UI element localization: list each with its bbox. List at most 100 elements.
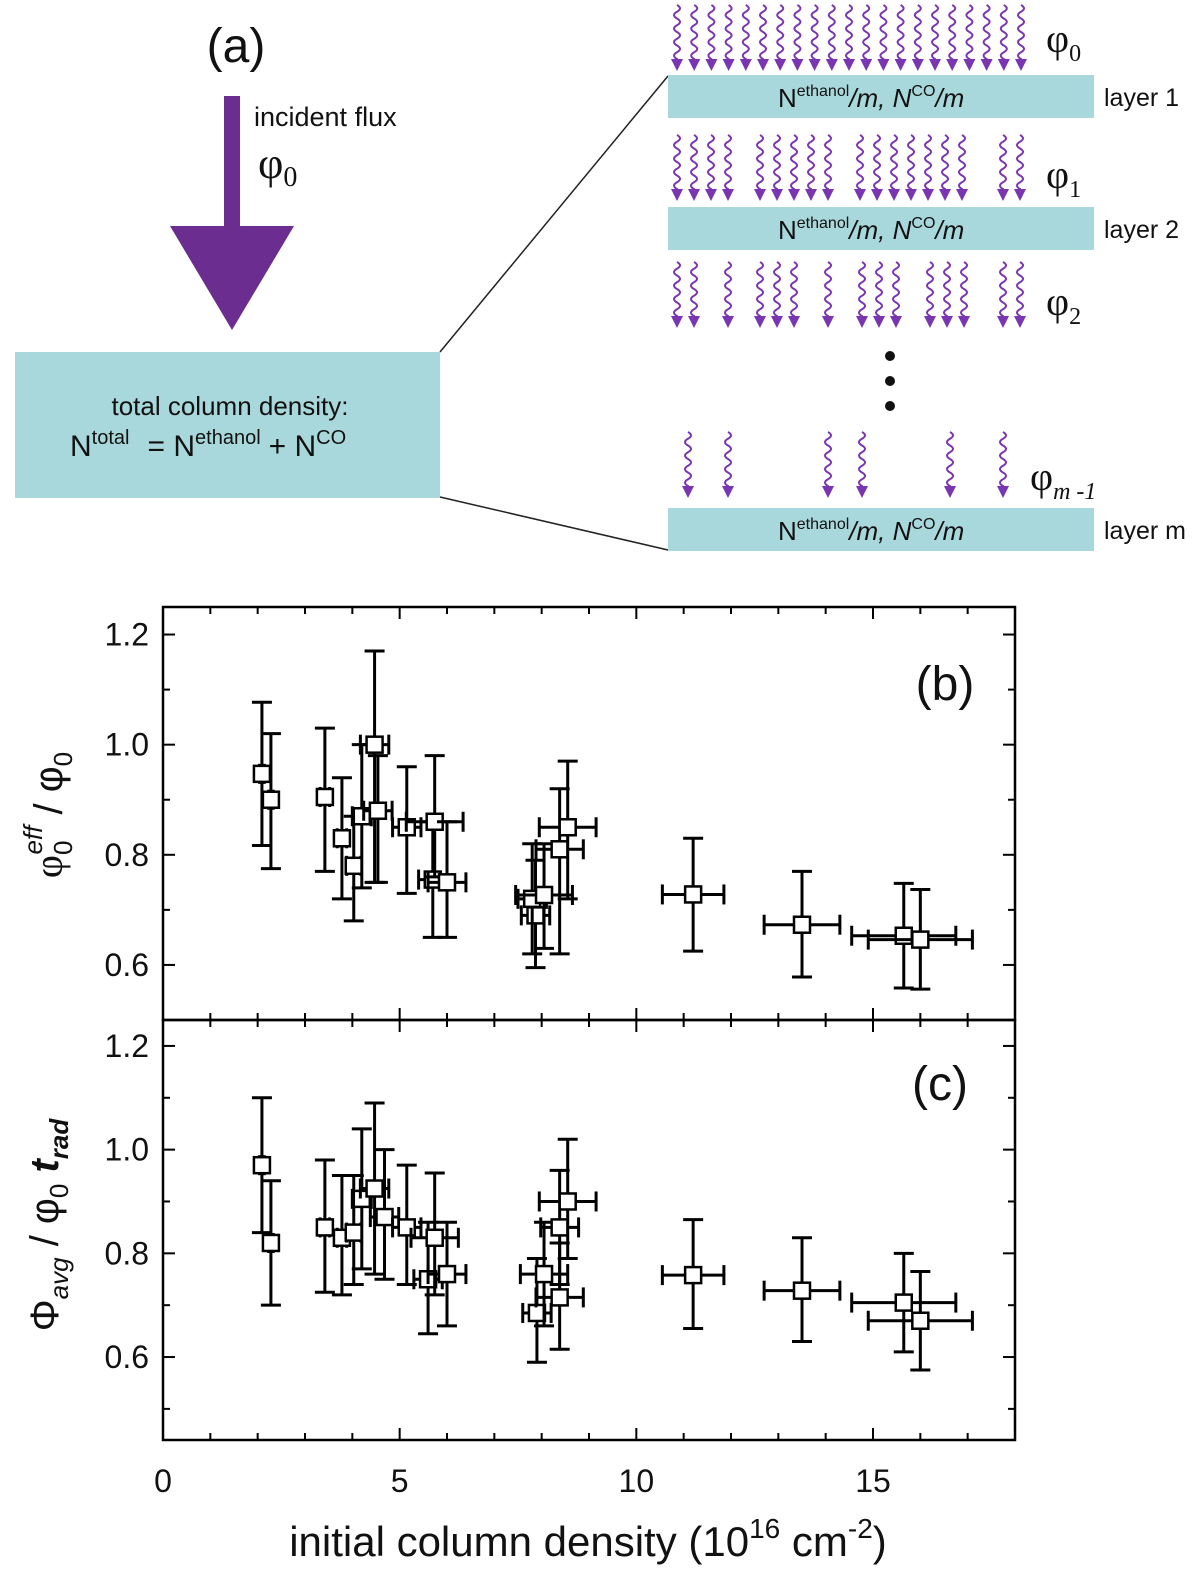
phi-symbol: φ [1030, 454, 1053, 499]
photon-arrow-icon [754, 134, 766, 201]
square-marker [365, 1179, 384, 1198]
data-point [518, 1220, 570, 1328]
photon-arrow-icon [888, 134, 900, 201]
ellipsis-dot [885, 351, 895, 361]
photon-arrow-icon [822, 431, 834, 498]
photon-arrows-group [671, 4, 1027, 498]
photon-arrow-icon [788, 261, 800, 328]
ellipsis-dot [885, 376, 895, 386]
layer-text-part: /m, N [847, 215, 911, 245]
square-marker [368, 801, 388, 820]
photon-arrow-icon [722, 134, 734, 201]
y-tick-label: 1.0 [105, 1132, 149, 1168]
photon-arrow-icon [963, 4, 976, 71]
layer-box [668, 508, 1094, 551]
photon-arrow-icon [722, 261, 734, 328]
photon-arrow-icon [671, 134, 683, 201]
photon-arrow-icon [843, 4, 855, 71]
x-tick-label: 15 [855, 1463, 891, 1499]
square-marker [425, 1228, 444, 1248]
data-point [358, 649, 391, 884]
square-marker [534, 1264, 554, 1284]
total-column-density-label: total column density: [111, 391, 348, 421]
square-marker [252, 1155, 272, 1175]
data-point [404, 754, 465, 879]
flux-label: φm -1 [1030, 454, 1096, 505]
charts-group: 0.6 0.8 1.0 1.2 (b) 0 5 10 15 0.6 0.8 1.0 1.2 (c) [105, 605, 1017, 1499]
data-point [762, 869, 842, 979]
photon-arrow-icon [739, 4, 752, 71]
photon-arrow-icon [911, 4, 924, 71]
photon-arrow-icon [877, 4, 890, 71]
ellipsis-dot [885, 401, 895, 411]
photon-arrow-icon [757, 4, 769, 71]
square-marker [344, 856, 364, 876]
y-tick-label: 1.2 [105, 1028, 149, 1064]
photon-arrow-icon [808, 4, 821, 71]
photon-arrow-icon [822, 134, 834, 201]
square-marker [315, 1218, 335, 1237]
square-marker [911, 930, 930, 949]
square-marker [437, 1264, 457, 1284]
photon-arrow-icon [922, 134, 934, 201]
data-point [251, 700, 272, 847]
photon-arrow-icon [822, 261, 834, 328]
photon-arrow-icon [997, 431, 1009, 498]
photon-arrow-icon [671, 261, 683, 328]
data-point [537, 1137, 598, 1261]
y-tick-label: 1.2 [105, 617, 149, 653]
photon-arrow-icon [873, 261, 885, 328]
data-point [368, 1148, 401, 1281]
layer-text-part: ethanol [797, 516, 850, 533]
data-point [660, 836, 726, 953]
y-tick-label: 0.6 [105, 1339, 149, 1375]
zoom-line-bottom [439, 496, 669, 551]
panel-c: 0 5 10 15 0.6 0.8 1.0 1.2 (c) [105, 1018, 1017, 1499]
data-point [362, 754, 394, 884]
layer-text-part: ethanol [797, 83, 850, 100]
data-point [660, 1218, 726, 1331]
zoom-line-top [439, 75, 669, 353]
photon-arrow-icon [997, 4, 1010, 71]
phi-symbol: φ [1046, 279, 1069, 324]
data-point [260, 1179, 281, 1307]
photon-arrow-icon [688, 4, 701, 71]
photon-arrow-icon [805, 134, 817, 201]
layer-box [668, 75, 1094, 118]
y-tick-label: 0.8 [105, 1235, 149, 1271]
square-marker [550, 840, 569, 859]
layer-text-part: N [778, 215, 797, 245]
incident-flux-arrow-shaft [224, 96, 240, 228]
photon-arrow-icon [671, 4, 683, 71]
data-point [866, 1269, 974, 1372]
data-point [314, 1158, 335, 1294]
photon-arrow-icon [944, 431, 956, 498]
total-column-density-box [15, 352, 440, 498]
photon-arrow-icon [1014, 261, 1026, 328]
square-marker [550, 1288, 569, 1307]
layer-label: layer 2 [1104, 216, 1179, 244]
photon-arrow-icon [894, 4, 907, 71]
photon-arrow-icon [941, 261, 953, 328]
photon-arrow-icon [946, 4, 959, 71]
layer-label: layer 1 [1104, 84, 1179, 112]
panel-c-y-axis-label: Φavg / φ0 trad [23, 1118, 74, 1332]
y-tick-label: 0.6 [105, 947, 149, 983]
data-point [409, 1171, 460, 1297]
square-marker [526, 906, 545, 925]
phi-symbol: φ [1046, 16, 1069, 61]
photon-arrow-icon [956, 134, 968, 201]
photon-arrow-icon [958, 261, 970, 328]
data-point [251, 1096, 272, 1235]
data-point [514, 842, 574, 950]
layer-text-part: /m [933, 516, 964, 546]
phi-symbol: φ [1046, 152, 1069, 197]
y-tick-label: 0.8 [105, 837, 149, 873]
layer-text-part: /m, N [847, 516, 911, 546]
data-point [358, 1101, 391, 1276]
total-column-density-equation: Ntotal = Nethanol + NCO [70, 427, 346, 463]
square-marker [261, 790, 281, 809]
square-marker [894, 1293, 914, 1312]
layer-text-part: ethanol [797, 215, 850, 232]
square-marker [558, 1192, 577, 1211]
